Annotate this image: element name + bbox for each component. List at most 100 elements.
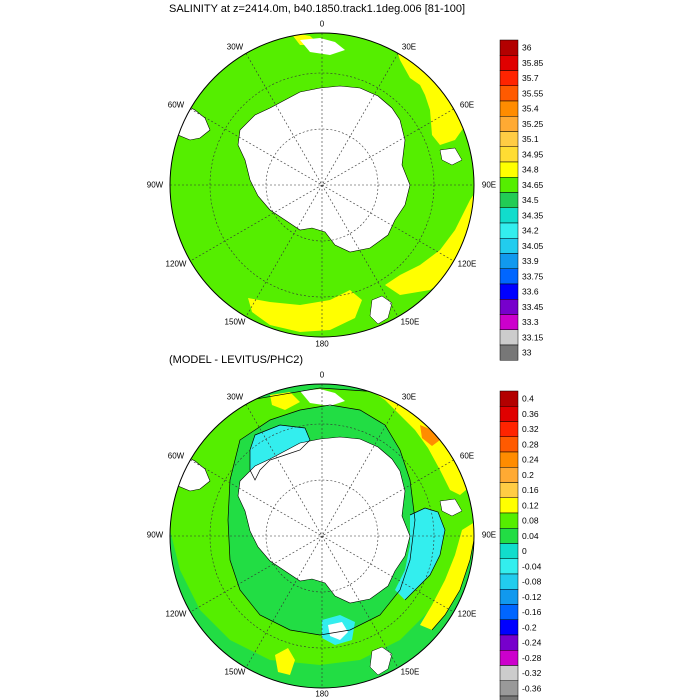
colorbar-swatch <box>499 406 519 422</box>
bottom-antarctica <box>237 436 411 604</box>
bottom-region-yellow-patch-northwest <box>270 392 300 410</box>
lon-label-30w: 30W <box>226 42 244 52</box>
lon-label-60e: 60E <box>459 451 475 461</box>
colorbar-label: 0.24 <box>522 455 539 465</box>
colorbar-swatch <box>499 528 519 544</box>
lon-label-120e: 120E <box>457 259 477 269</box>
colorbar-swatch <box>499 482 519 498</box>
colorbar-label: 35.7 <box>522 73 539 83</box>
colorbar-label: 35.25 <box>522 119 544 129</box>
bottom-anomaly-map <box>169 383 475 689</box>
colorbar-label: 33 <box>522 348 532 358</box>
colorbar-swatch <box>499 573 519 590</box>
colorbar-swatch <box>499 253 519 269</box>
colorbar-label: 33.75 <box>522 271 544 281</box>
bottom-land-patch-east <box>439 498 463 517</box>
colorbar-swatch <box>499 543 519 559</box>
bottom-graticule <box>170 384 474 688</box>
colorbar-label: 33.6 <box>522 287 539 297</box>
lon-label-150w: 150W <box>224 317 246 327</box>
lon-label-60w: 60W <box>167 100 185 110</box>
colorbar-swatch <box>499 329 519 346</box>
colorbar-swatch <box>499 192 519 208</box>
lon-label-90w: 90W <box>146 530 164 540</box>
lon-label-150w: 150W <box>224 667 246 677</box>
lon-label-90w: 90W <box>146 180 164 190</box>
lon-label-120w: 120W <box>165 609 187 619</box>
colorbar-label: -0.12 <box>522 592 542 602</box>
lon-label-180: 180 <box>315 689 329 699</box>
colorbar-swatch <box>499 55 519 71</box>
colorbar-swatch <box>499 467 519 483</box>
colorbar-label: 0.16 <box>522 485 539 495</box>
colorbar-swatch <box>499 238 519 254</box>
bottom-region-teal-south <box>328 622 348 640</box>
colorbar-label: 0.32 <box>522 424 539 434</box>
bottom-colorbar: 0.4 0.36 0.32 0.28 0.24 0.2 0.16 0.12 0.08 0.04 0 -… <box>499 390 542 700</box>
colorbar-label: 0.36 <box>522 409 539 419</box>
colorbar-label: 35.55 <box>522 88 544 98</box>
top-salinity-map <box>169 32 475 338</box>
colorbar-swatch <box>499 161 519 178</box>
colorbar-swatch <box>499 390 519 407</box>
colorbar-swatch <box>499 268 519 285</box>
colorbar-swatch <box>499 604 519 620</box>
colorbar-label: -0.16 <box>522 607 542 617</box>
top-colorbar: 36 35.85 35.7 35.55 35.4 35.25 35.1 34.95 34.8 34… <box>499 39 544 361</box>
bottom-map-title: (MODEL - LEVITUS/PHC2) <box>169 354 304 366</box>
colorbar-label: 0 <box>522 546 527 556</box>
colorbar-label: 34.05 <box>522 241 544 251</box>
colorbar-swatch <box>499 436 519 453</box>
top-map-title: SALINITY at z=2414.0m, b40.1850.track1.1… <box>169 3 466 15</box>
colorbar-swatch <box>499 177 519 193</box>
colorbar-label: -0.2 <box>522 622 537 632</box>
top-land-patch-north <box>300 38 345 55</box>
lon-label-30e: 30E <box>401 392 417 402</box>
lon-label-120e: 120E <box>457 609 477 619</box>
colorbar-label: 34.65 <box>522 180 544 190</box>
colorbar-label: 34.8 <box>522 165 539 175</box>
top-graticule <box>170 33 474 337</box>
lon-label-90e: 90E <box>481 180 497 190</box>
colorbar-label: 35.4 <box>522 104 539 114</box>
colorbar-label: 34.95 <box>522 149 544 159</box>
top-map-border <box>169 32 475 338</box>
lon-label-0: 0 <box>319 19 325 29</box>
bottom-region-yellow-patch-southwest <box>275 648 295 675</box>
colorbar-swatch <box>499 207 519 224</box>
colorbar-swatch <box>499 695 519 700</box>
lon-label-60e: 60E <box>459 100 475 110</box>
bottom-region-yellow-southeast <box>420 520 474 630</box>
lon-label-30e: 30E <box>401 42 417 52</box>
colorbar-label: -0.04 <box>522 561 542 571</box>
colorbar-swatch <box>499 680 519 697</box>
lon-label-180: 180 <box>315 339 329 349</box>
top-land-patch-east <box>439 147 463 166</box>
colorbar-swatch <box>499 619 519 636</box>
lon-label-90e: 90E <box>481 530 497 540</box>
colorbar-swatch <box>499 512 519 529</box>
colorbar-swatch <box>499 665 519 681</box>
colorbar-swatch <box>499 39 519 56</box>
colorbar-swatch <box>499 344 519 361</box>
colorbar-label: 34.35 <box>522 210 544 220</box>
colorbar-swatch <box>499 497 519 514</box>
colorbar-label: 35.85 <box>522 58 544 68</box>
colorbar-label: 34.5 <box>522 195 539 205</box>
lon-label-150e: 150E <box>400 317 420 327</box>
lon-label-150e: 150E <box>400 667 420 677</box>
colorbar-label: 33.45 <box>522 302 544 312</box>
bottom-region-cyan-east <box>395 508 445 600</box>
lon-label-120w: 120W <box>165 259 187 269</box>
colorbar-label: 34.2 <box>522 226 539 236</box>
colorbar-swatch <box>499 146 519 163</box>
lon-label-60w: 60W <box>167 451 185 461</box>
colorbar-label: -0.32 <box>522 668 542 678</box>
colorbar-label: 0.12 <box>522 500 539 510</box>
colorbar-label: -0.28 <box>522 653 542 663</box>
colorbar-label: 0.4 <box>522 394 534 404</box>
colorbar-label: 33.15 <box>522 332 544 342</box>
top-yellow-region-pacific <box>248 290 362 332</box>
bottom-region-cyan-west <box>250 425 310 480</box>
